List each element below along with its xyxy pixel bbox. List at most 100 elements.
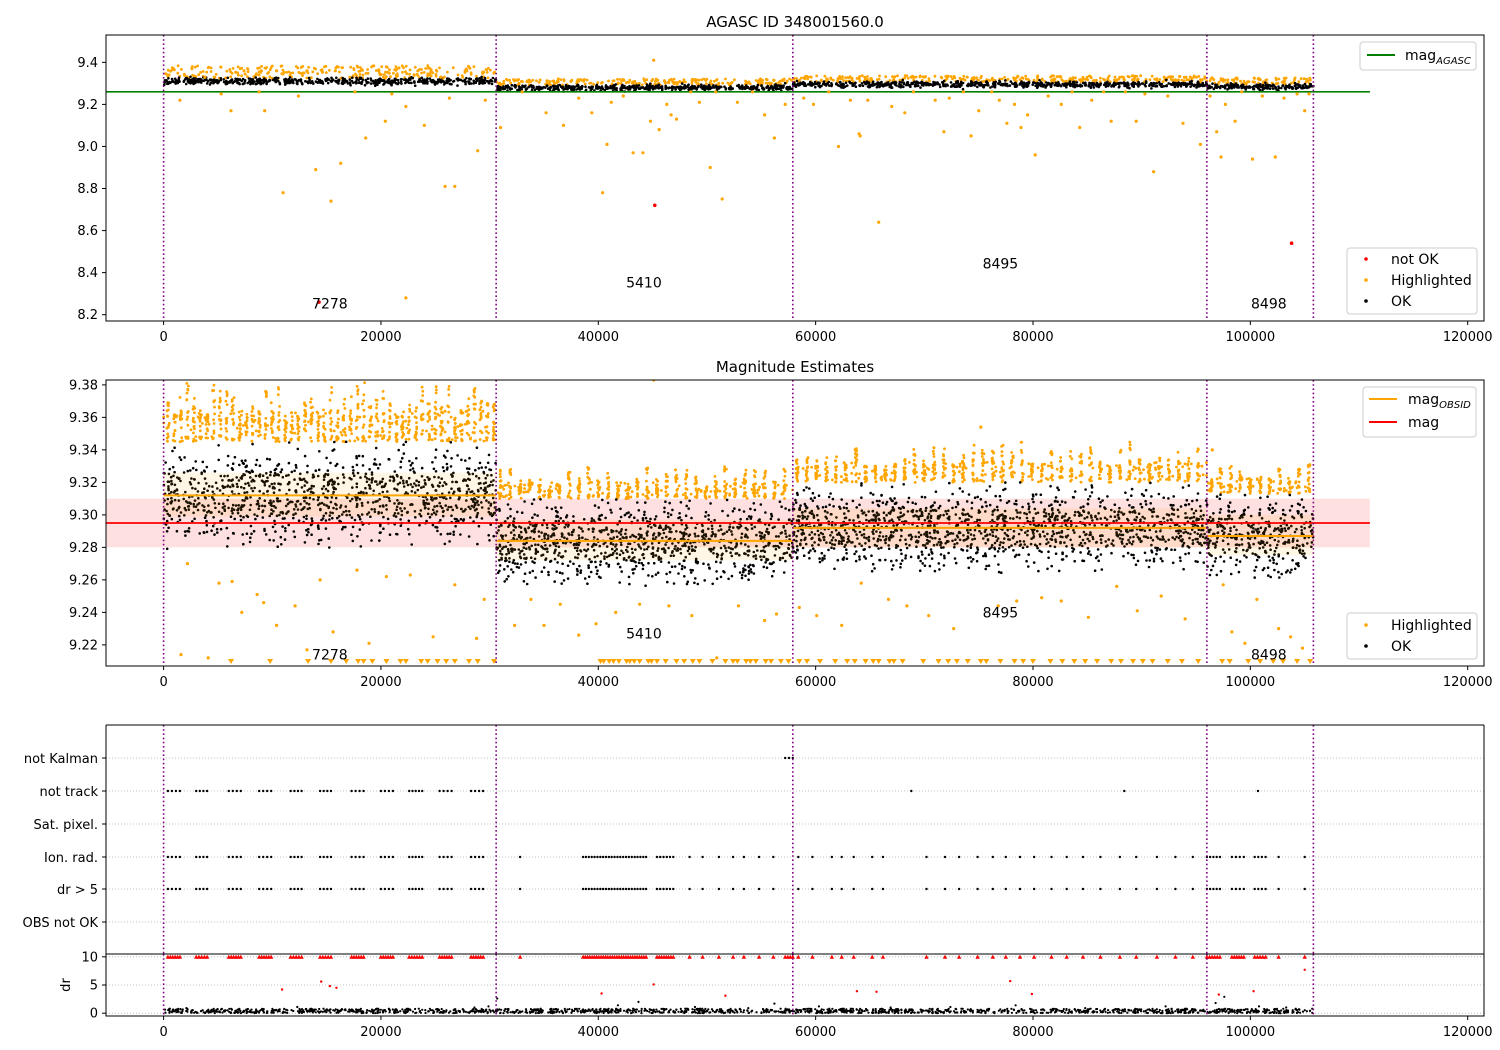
- highlighted-point: [375, 403, 379, 406]
- highlighted-point: [1168, 475, 1171, 478]
- ok-point: [553, 84, 556, 88]
- highlighted-point: [624, 81, 628, 85]
- ok-point: [711, 86, 714, 89]
- highlighted-point: [428, 66, 431, 70]
- highlighted-point: [434, 391, 438, 395]
- highlighted-point: [428, 415, 431, 419]
- highlighted-point: [814, 474, 818, 478]
- highlighted-point: [731, 487, 735, 491]
- ok-point: [1148, 84, 1151, 87]
- highlighted-point: [355, 425, 359, 429]
- highlighted-point: [324, 71, 328, 74]
- highlighted-point: [641, 493, 645, 496]
- ok-point: [176, 81, 180, 85]
- highlighted-point: [471, 431, 475, 434]
- x-tick-label: 20000: [360, 330, 401, 345]
- highlighted-point: [1010, 471, 1013, 474]
- highlighted-point: [486, 414, 490, 417]
- highlighted-point: [474, 439, 477, 443]
- ok-point: [765, 86, 768, 89]
- highlighted-point: [1242, 79, 1246, 83]
- highlighted-point: [636, 492, 639, 496]
- highlighted-point: [941, 458, 945, 462]
- highlighted-point: [415, 421, 418, 424]
- ok-point: [366, 80, 369, 84]
- highlighted-point: [228, 68, 232, 71]
- ok-point: [254, 82, 258, 86]
- highlighted-point: [783, 497, 786, 500]
- highlighted-outlier-point: [1078, 125, 1082, 130]
- highlighted-point: [284, 430, 288, 434]
- highlighted-point: [1283, 82, 1287, 86]
- ok-point: [771, 86, 774, 89]
- highlighted-point: [943, 447, 946, 451]
- highlighted-point: [826, 478, 829, 482]
- highlighted-point: [194, 439, 198, 443]
- highlighted-point: [384, 70, 387, 74]
- highlighted-point: [636, 483, 640, 487]
- ok-point: [1259, 85, 1263, 89]
- highlighted-point: [289, 438, 293, 442]
- highlighted-point: [843, 466, 847, 470]
- highlighted-outlier-point: [329, 199, 333, 203]
- highlighted-point: [1098, 473, 1101, 477]
- ok-point: [875, 85, 879, 89]
- ok-point: [751, 87, 755, 91]
- highlighted-point: [539, 478, 542, 481]
- highlighted-point: [447, 388, 450, 391]
- ok-point: [961, 81, 965, 85]
- highlighted-point: [419, 416, 423, 419]
- highlighted-point: [646, 491, 650, 495]
- highlighted-point: [1030, 475, 1033, 478]
- ok-point: [1165, 84, 1168, 88]
- highlighted-point: [307, 420, 310, 424]
- highlighted-point: [343, 407, 347, 410]
- highlighted-point: [1133, 74, 1137, 78]
- highlighted-point: [368, 424, 372, 428]
- ok-point: [1277, 85, 1280, 88]
- highlighted-point: [840, 475, 843, 478]
- ok-point: [658, 86, 662, 89]
- highlighted-point: [166, 401, 170, 405]
- highlighted-point: [1302, 77, 1306, 81]
- highlighted-point: [370, 423, 374, 427]
- highlighted-point: [219, 411, 223, 414]
- highlighted-outlier-point: [422, 123, 426, 127]
- highlighted-point: [702, 77, 706, 81]
- highlighted-point: [724, 487, 728, 491]
- highlighted-point: [550, 489, 554, 493]
- highlighted-point: [341, 428, 345, 432]
- highlighted-point: [1049, 461, 1053, 464]
- ok-point: [461, 79, 465, 83]
- highlighted-point: [473, 390, 476, 394]
- highlighted-point: [424, 67, 427, 70]
- highlighted-point: [501, 485, 504, 489]
- highlighted-point: [491, 434, 495, 437]
- ok-point: [378, 77, 382, 80]
- highlighted-point: [348, 425, 351, 429]
- highlighted-point: [1020, 440, 1024, 444]
- highlighted-point: [361, 402, 364, 406]
- highlighted-point: [309, 436, 312, 440]
- highlighted-point: [482, 439, 486, 443]
- highlighted-point: [829, 77, 833, 81]
- highlighted-point: [809, 75, 813, 79]
- legend-label-subscript: AGASC: [1435, 56, 1471, 67]
- highlighted-point: [1127, 75, 1131, 79]
- highlighted-point: [362, 393, 366, 397]
- ok-point: [1189, 85, 1192, 88]
- ok-point: [1088, 81, 1091, 85]
- highlighted-point: [815, 459, 819, 463]
- ok-point: [700, 85, 704, 88]
- ok-point: [489, 78, 493, 82]
- highlighted-point: [1192, 75, 1196, 79]
- highlighted-point: [825, 465, 829, 469]
- highlighted-point: [835, 476, 838, 480]
- highlighted-point: [428, 434, 432, 438]
- highlighted-point: [231, 418, 235, 422]
- highlighted-outlier-point: [203, 75, 207, 79]
- highlighted-point: [1127, 470, 1131, 474]
- highlighted-point: [498, 486, 502, 489]
- highlighted-point: [191, 416, 195, 420]
- highlighted-point: [1153, 461, 1156, 465]
